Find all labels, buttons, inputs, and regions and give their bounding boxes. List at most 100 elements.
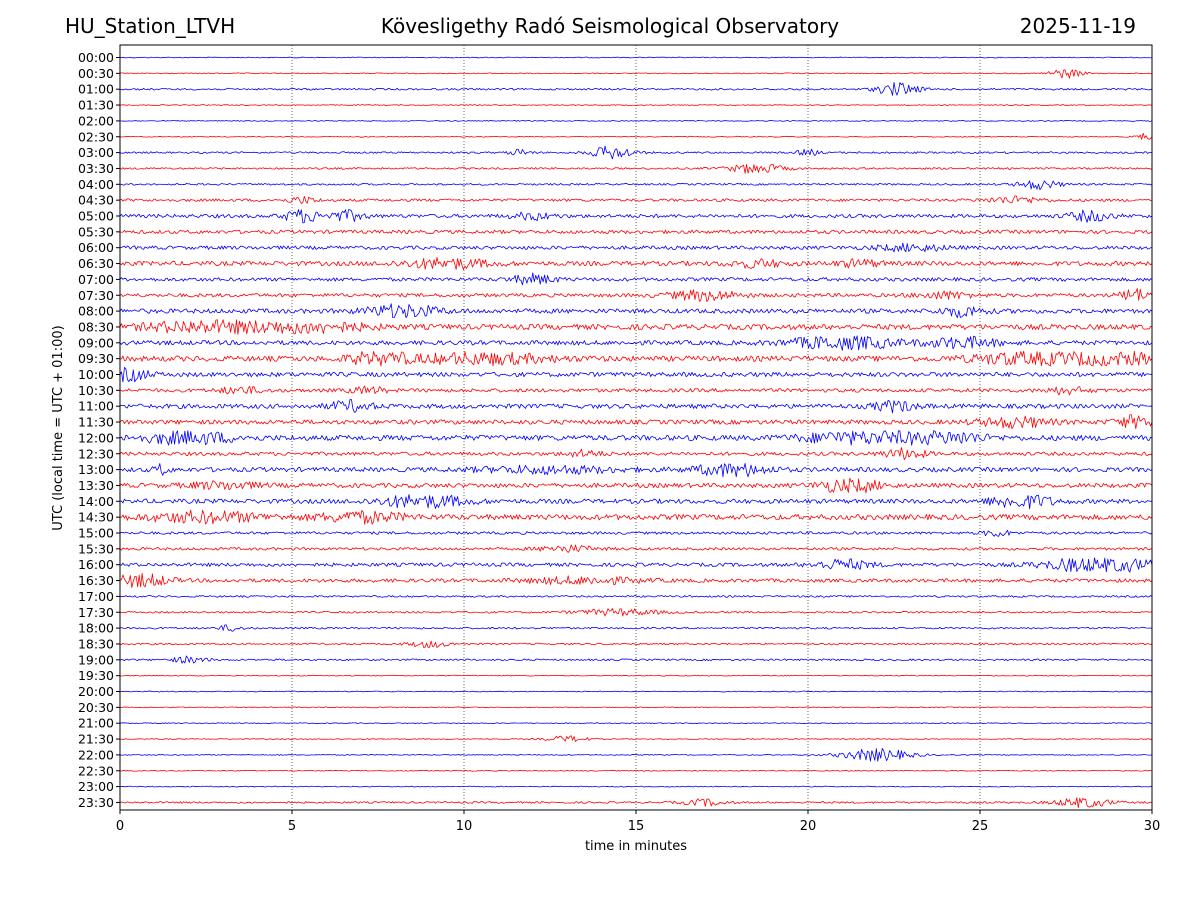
chart-title: Kövesligethy Radó Seismological Observat… [380,14,840,38]
seismic-trace [119,69,1153,79]
seismic-trace [119,797,1153,809]
seismic-trace [119,82,1153,96]
row-time-label: 06:00 [78,240,114,255]
row-time-label: 15:30 [78,541,114,556]
row-time-label: 01:00 [78,82,114,97]
seismic-trace [119,509,1153,525]
row-time-label: 13:30 [78,478,114,493]
x-tick-label: 10 [456,819,473,834]
row-time-label: 02:00 [78,113,114,128]
seismic-trace [119,242,1153,253]
seismic-trace [119,163,1153,174]
row-time-label: 08:30 [78,319,114,334]
seismic-trace [119,319,1153,335]
row-time-label: 14:00 [78,494,114,509]
row-time-label: 10:00 [78,367,114,382]
row-time-label: 14:30 [78,510,114,525]
seismic-trace [119,145,1153,160]
x-tick-label: 15 [628,819,645,834]
seismic-trace [119,257,1153,270]
row-time-label: 10:30 [78,383,114,398]
row-time-label: 05:30 [78,224,114,239]
row-time-label: 23:30 [78,795,114,810]
seismic-trace [119,56,1153,59]
seismic-trace [119,706,1153,709]
row-time-labels: 00:0000:3001:0001:3002:0002:3003:0003:30… [78,50,120,810]
seismic-trace [119,655,1153,664]
row-time-label: 00:00 [78,50,114,65]
row-time-label: 04:00 [78,177,114,192]
row-time-label: 15:00 [78,526,114,541]
seismic-trace [119,430,1153,446]
row-time-label: 02:30 [78,129,114,144]
row-time-label: 20:30 [78,700,114,715]
seismic-trace [119,399,1153,414]
seismic-trace [119,595,1153,598]
row-time-label: 16:30 [78,573,114,588]
row-time-label: 17:00 [78,589,114,604]
seismic-trace [119,303,1153,319]
seismic-trace [119,544,1153,553]
seismic-trace [119,104,1153,106]
seismic-trace [119,288,1153,302]
seismic-trace [119,272,1153,286]
row-time-label: 22:30 [78,763,114,778]
seismic-trace [119,748,1153,762]
record-date: 2025-11-19 [1019,14,1136,38]
seismic-trace [119,557,1153,573]
row-time-label: 11:30 [78,415,114,430]
row-time-label: 16:00 [78,557,114,572]
seismic-trace [120,690,1153,693]
row-time-label: 21:30 [78,732,114,747]
x-tick-label: 30 [1144,819,1161,834]
seismic-trace [119,120,1153,122]
row-time-label: 01:30 [78,98,114,113]
station-name: HU_Station_LTVH [65,14,236,38]
row-time-label: 09:30 [78,351,114,366]
row-time-label: 19:00 [78,652,114,667]
seismic-trace [119,366,1153,383]
row-time-label: 11:00 [78,399,114,414]
row-time-label: 04:30 [78,193,114,208]
row-time-label: 18:30 [78,636,114,651]
row-time-label: 13:00 [78,462,114,477]
seismic-trace [119,640,1153,648]
grid-layer [291,45,981,810]
row-time-label: 22:00 [78,747,114,762]
row-time-label: 03:00 [78,145,114,160]
row-time-label: 07:00 [78,272,114,287]
row-time-label: 12:30 [78,446,114,461]
row-time-label: 23:00 [78,779,114,794]
x-tick-label: 20 [800,819,817,834]
seismic-trace [119,477,1153,494]
x-axis-label: time in minutes [585,839,687,854]
row-time-label: 00:30 [78,66,114,81]
seismic-trace [119,180,1153,191]
seismic-trace [119,335,1153,351]
row-time-label: 18:00 [78,621,114,636]
seismic-trace [119,462,1153,478]
x-tick-label: 0 [116,819,124,834]
row-time-label: 09:00 [78,335,114,350]
row-time-label: 21:00 [78,716,114,731]
row-time-label: 17:30 [78,605,114,620]
seismic-trace [119,735,1153,743]
seismic-trace [119,674,1153,677]
seismic-trace [119,209,1153,224]
seismic-trace [119,785,1153,788]
seismic-trace [119,132,1153,140]
seismic-trace [119,494,1153,510]
seismic-trace [119,447,1153,461]
seismic-trace [119,385,1153,396]
row-time-label: 07:30 [78,288,114,303]
row-time-label: 20:00 [78,684,114,699]
x-axis-ticks: 0 5 10 15 20 25 30 [116,810,1160,834]
x-tick-label: 5 [288,819,296,834]
row-time-label: 05:00 [78,209,114,224]
seismic-trace [119,769,1153,772]
seismic-trace [119,414,1153,430]
row-time-label: 08:00 [78,304,114,319]
row-time-label: 12:00 [78,430,114,445]
seismic-trace [119,573,1153,588]
seismic-trace [119,608,1153,617]
